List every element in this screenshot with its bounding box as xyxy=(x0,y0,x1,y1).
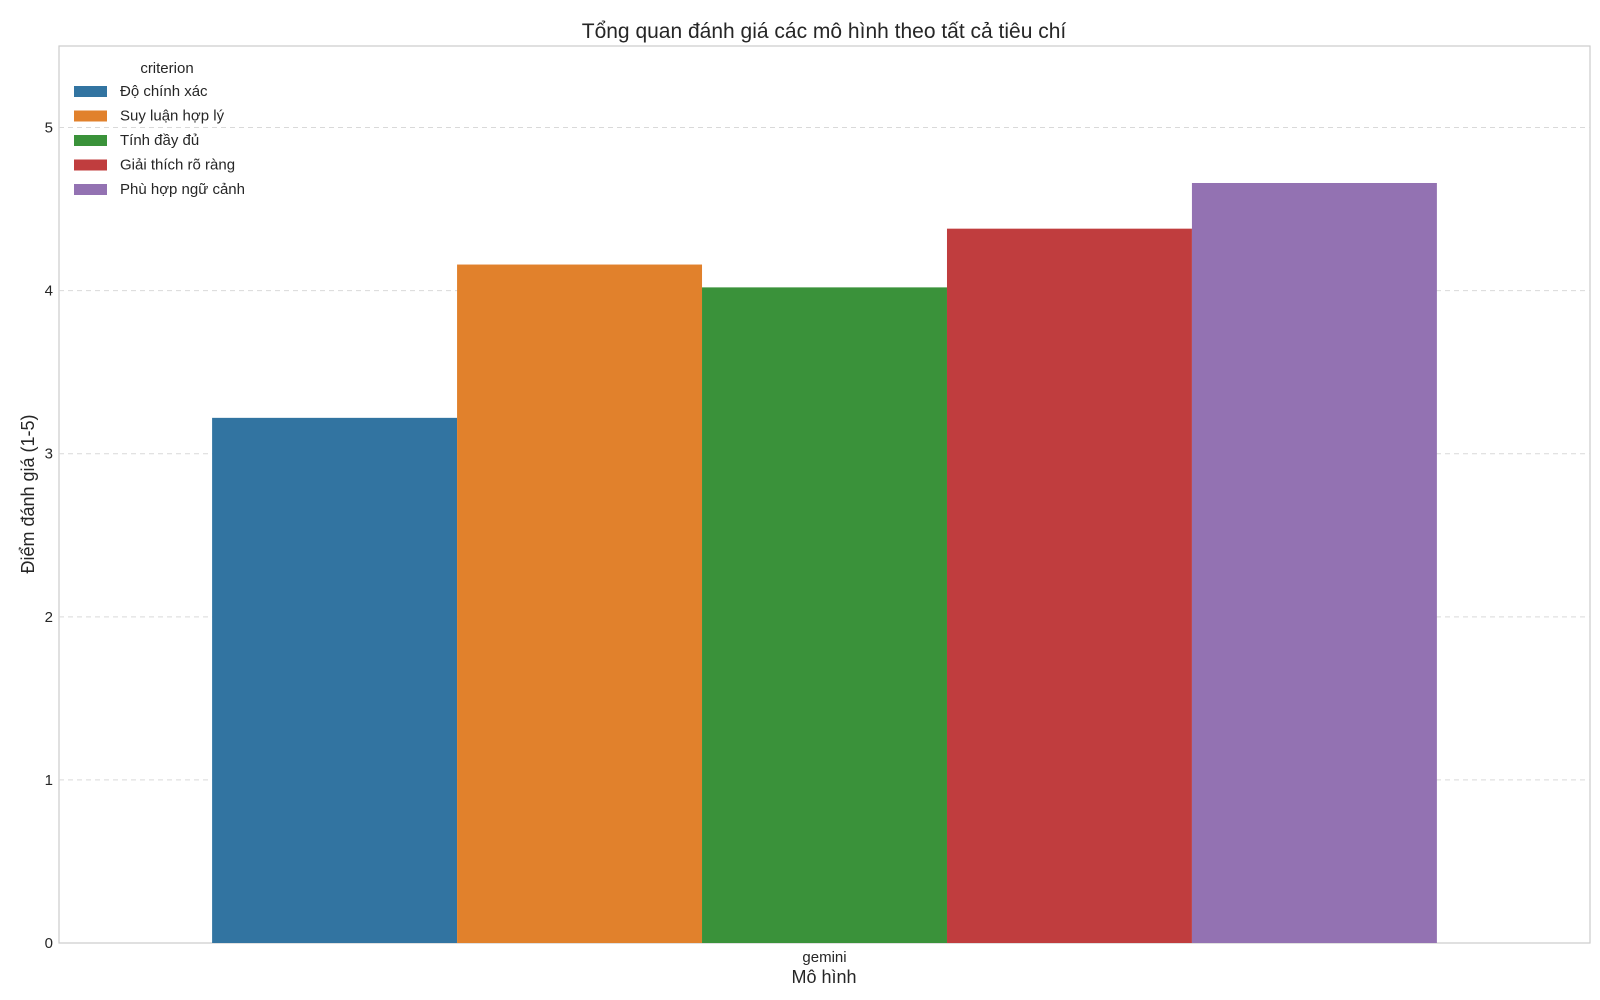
bar xyxy=(212,417,458,943)
legend-swatch xyxy=(74,159,107,171)
legend-entry-label: Độ chính xác xyxy=(120,83,208,100)
y-axis-ticks: 0 1 2 3 4 5 xyxy=(45,120,53,952)
y-axis-label: Điểm đánh giá (1-5) xyxy=(18,414,38,573)
bar xyxy=(1191,182,1437,944)
legend-entry-label: Suy luận hợp lý xyxy=(120,108,225,125)
y-tick-label: 0 xyxy=(45,935,53,952)
y-tick-label: 3 xyxy=(45,446,53,463)
y-tick-label: 1 xyxy=(45,772,53,789)
legend: criterion Độ chính xác Suy luận hợp lý Tín… xyxy=(74,60,245,198)
y-tick-label: 5 xyxy=(45,120,53,137)
legend-swatch xyxy=(74,110,107,122)
y-tick-label: 4 xyxy=(45,283,53,300)
x-tick-label: gemini xyxy=(802,949,846,966)
legend-swatch xyxy=(74,86,107,97)
legend-swatch xyxy=(74,184,107,195)
bar xyxy=(457,264,703,943)
bar xyxy=(946,228,1192,944)
x-axis-label: Mô hình xyxy=(791,967,856,987)
chart-title: Tổng quan đánh giá các mô hình theo tất … xyxy=(582,20,1067,43)
y-tick-label: 2 xyxy=(45,609,53,626)
x-axis-ticks: gemini xyxy=(802,949,846,966)
bars xyxy=(212,182,1437,944)
legend-entry-label: Phù hợp ngữ cảnh xyxy=(120,181,245,198)
legend-entry-label: Giải thích rõ ràng xyxy=(120,157,235,174)
legend-title: criterion xyxy=(140,60,193,77)
legend-entry-label: Tính đầy đủ xyxy=(120,132,199,149)
bar xyxy=(702,287,947,944)
legend-swatch xyxy=(74,135,107,146)
